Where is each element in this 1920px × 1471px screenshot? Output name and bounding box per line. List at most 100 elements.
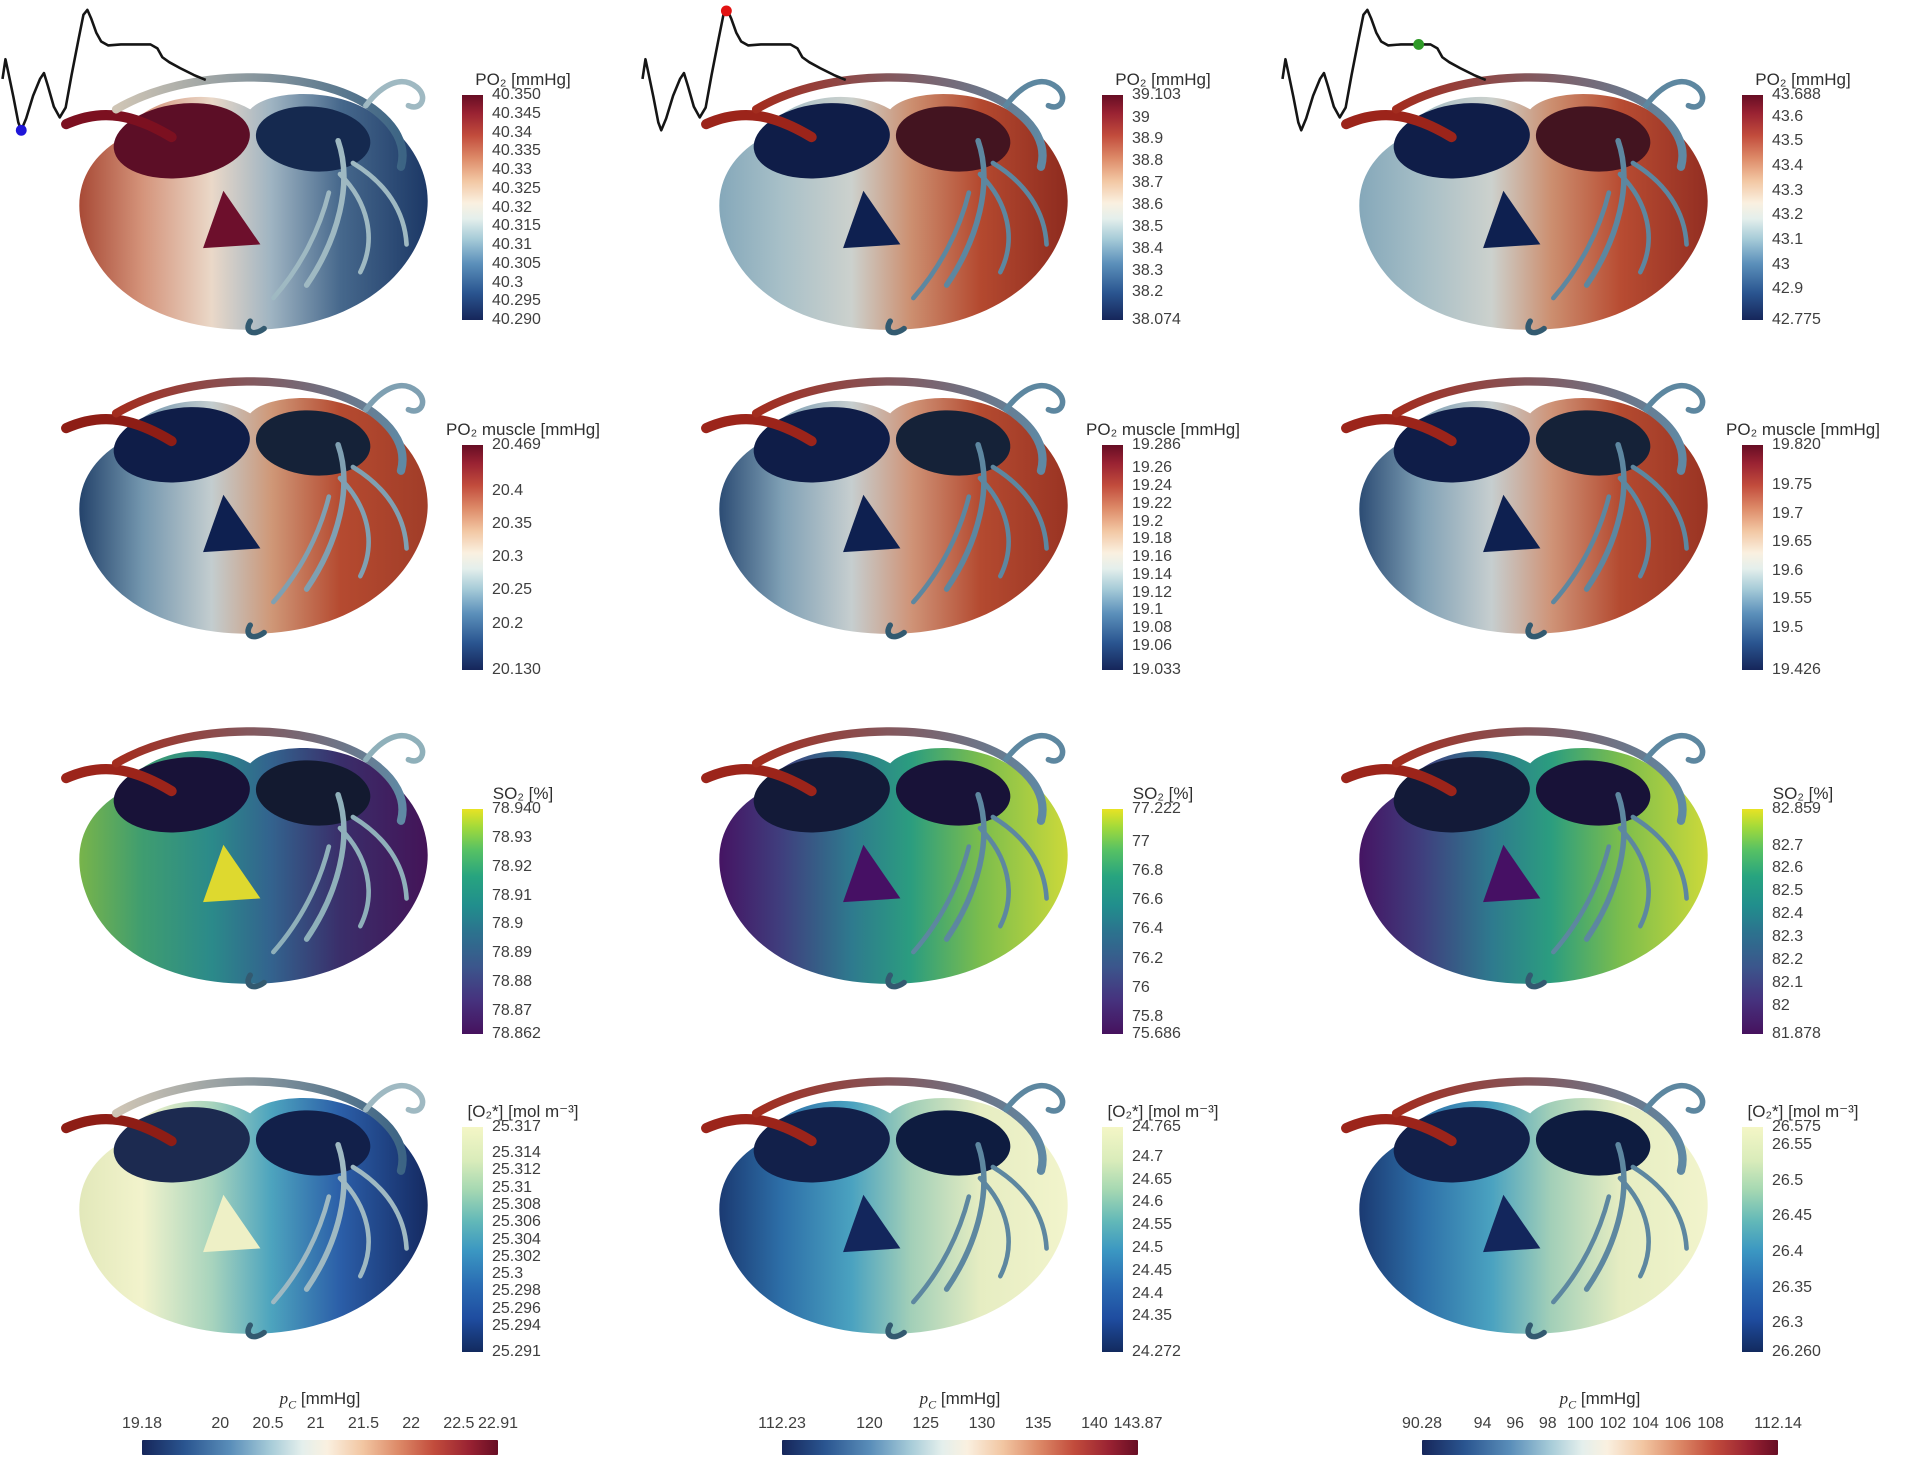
colorbar-tick-label: 19.426 xyxy=(1772,661,1821,678)
vein-branch-1 xyxy=(1583,138,1627,288)
heart-render xyxy=(701,377,1068,640)
colorbar-gradient xyxy=(1742,95,1763,320)
pc-colorbar-tick-label: 143.87 xyxy=(1113,1415,1163,1433)
apex-curl-vessel xyxy=(245,318,267,336)
vein-branch-3 xyxy=(1551,1194,1612,1305)
colorbar-tick-label: 40.325 xyxy=(492,179,541,197)
colorbar-tick-label: 40.295 xyxy=(492,292,541,310)
top-right-vessel xyxy=(1003,732,1066,764)
aortic-arch-vessel xyxy=(111,377,407,475)
colorbar-tick-label: 82.2 xyxy=(1772,951,1804,969)
pc-colorbar-tick-label: 106 xyxy=(1664,1415,1692,1433)
vein-branch-2 xyxy=(1617,825,1651,929)
coronary-artery xyxy=(1341,109,1457,143)
vein-branch-1 xyxy=(943,138,987,288)
colorbar-tick-label: 26.260 xyxy=(1772,1343,1821,1360)
heart-render xyxy=(61,1077,428,1340)
pressure-trace xyxy=(641,5,847,132)
coronary-artery xyxy=(701,763,817,797)
colorbar-tick-label: 42.9 xyxy=(1772,280,1804,298)
pc-colorbar-title: pC [mmHg] xyxy=(740,1389,1180,1412)
valve-patch xyxy=(843,494,901,553)
colorbar-gradient xyxy=(462,445,483,670)
vein-branch-3 xyxy=(911,190,972,301)
colorbar-r2-left: PO₂ muscle [mmHg] 20.469 20.4 20.35 20.3 20.2… xyxy=(420,420,626,678)
pc-unit: [mmHg] xyxy=(296,1389,361,1408)
top-right-vessel xyxy=(363,382,426,414)
colorbar-tick-label: 20.25 xyxy=(492,581,533,599)
colorbar-r2-right: PO₂ muscle [mmHg] 19.820 19.75 19.7 19.65 19.… xyxy=(1700,420,1906,678)
colorbar-tick-label: 78.88 xyxy=(492,973,533,991)
apex-curl-vessel xyxy=(1525,318,1547,336)
panel-r2-mid: PO₂ muscle [mmHg] 19.286 19.26 19.24 19.22 19… xyxy=(640,340,1280,690)
aortic-arch-vessel xyxy=(751,73,1047,171)
colorbar-tick-label: 75.8 xyxy=(1132,1008,1164,1026)
colorbar-title: PO₂ [mmHg] xyxy=(1115,70,1211,89)
apex-curl-vessel xyxy=(245,1322,267,1340)
vein-branch-2 xyxy=(1617,171,1651,275)
colorbar-tick-label: 40.31 xyxy=(492,236,533,253)
colorbar-tick-label: 26.575 xyxy=(1772,1118,1821,1135)
vein-branch-3 xyxy=(1551,494,1612,605)
vein-branch-2 xyxy=(977,1175,1011,1279)
vein-branch-3 xyxy=(911,494,972,605)
heart-view-r1-mid xyxy=(648,52,1138,348)
colorbar-tick-label: 38.3 xyxy=(1132,261,1164,279)
colorbar-tick-label: 78.89 xyxy=(492,944,533,962)
aortic-arch-vessel xyxy=(111,1077,407,1175)
vein-branch-4 xyxy=(350,1164,409,1251)
coronary-artery xyxy=(1341,413,1457,447)
trace-marker-dot xyxy=(15,124,27,136)
panel-r2-right: PO₂ muscle [mmHg] 19.820 19.75 19.7 19.65 19.… xyxy=(1280,340,1920,690)
colorbar-title: PO₂ muscle [mmHg] xyxy=(446,420,600,439)
colorbar-r1-mid: PO₂ [mmHg] 39.103 39 38.9 38.8 38.7 38.6 38.5 38… xyxy=(1060,70,1266,328)
colorbar-tick-label: 40.34 xyxy=(492,123,533,141)
coronary-artery xyxy=(1341,763,1457,797)
pc-subscript: C xyxy=(288,1397,297,1412)
pc-symbol: pC xyxy=(919,1389,937,1412)
colorbar-title: [O₂*] [mol m⁻³] xyxy=(1107,1102,1219,1121)
colorbar-title: PO₂ muscle [mmHg] xyxy=(1086,420,1240,439)
heart-view-r3-mid xyxy=(648,706,1138,1002)
pc-colorbar-tick-label: 130 xyxy=(968,1415,996,1433)
colorbar-r4-mid: [O₂*] [mol m⁻³] 24.765 24.7 24.65 24.6 24.55 2… xyxy=(1060,1102,1266,1360)
colorbar-tick-label: 19.26 xyxy=(1132,459,1173,477)
pressure-trace-wrap-r1-right xyxy=(1278,2,1510,150)
colorbar-tick-label: 43.2 xyxy=(1772,206,1804,224)
colorbar-gradient xyxy=(1102,1127,1123,1352)
colorbar-tick-label: 78.87 xyxy=(492,1001,533,1019)
vein-branch-2 xyxy=(337,171,371,275)
pc-colorbar-tick-label: 19.18 xyxy=(121,1415,163,1433)
coronary-artery xyxy=(61,1113,177,1147)
colorbar-tick-label: 40.350 xyxy=(492,86,541,103)
colorbar-tick-label: 25.317 xyxy=(492,1118,541,1135)
colorbar-gradient xyxy=(1102,95,1123,320)
panel-r1-left: PO₂ [mmHg] 40.350 40.345 40.34 40.335 40.33 40… xyxy=(0,0,640,340)
coronary-artery xyxy=(61,763,177,797)
colorbar-ticks: 24.765 24.7 24.65 24.6 24.55 24.5 24.45 24.4 24.… xyxy=(1132,1118,1266,1360)
colorbar-tick-label: 25.302 xyxy=(492,1247,541,1265)
colorbar-tick-label: 40.345 xyxy=(492,104,541,122)
colorbar-tick-label: 24.7 xyxy=(1132,1147,1164,1165)
colorbar-tick-label: 75.686 xyxy=(1132,1025,1181,1042)
vein-branch-2 xyxy=(337,1175,371,1279)
colorbar-r1-right: PO₂ [mmHg] 43.688 43.6 43.5 43.4 43.3 43.2 43.1… xyxy=(1700,70,1906,328)
colorbar-ticks: 19.820 19.75 19.7 19.65 19.6 19.55 19.5 19.426 xyxy=(1772,436,1906,678)
apex-curl-vessel xyxy=(1525,622,1547,640)
aortic-arch-vessel xyxy=(111,727,407,825)
colorbar-tick-label: 20.2 xyxy=(492,614,524,632)
valve-patch xyxy=(1483,494,1541,553)
coronary-artery xyxy=(61,109,177,143)
pc-colorbar-gradient xyxy=(1422,1440,1778,1456)
valve-patch xyxy=(1483,1194,1541,1253)
panel-r1-right: PO₂ [mmHg] 43.688 43.6 43.5 43.4 43.3 43.2 43.1… xyxy=(1280,0,1920,340)
horizontal-colorbar-pc-right: pC [mmHg] 90.28 94 96 98 100 102 104 106 108 112.1… xyxy=(1380,1389,1820,1471)
colorbar-gradient xyxy=(1102,445,1123,670)
vein-branch-1 xyxy=(943,442,987,592)
colorbar-tick-label: 25.314 xyxy=(492,1144,541,1161)
colorbar-tick-label: 76.2 xyxy=(1132,949,1164,967)
colorbar-tick-label: 38.5 xyxy=(1132,217,1164,235)
pc-colorbar-tick-label: 112.14 xyxy=(1754,1415,1802,1433)
top-right-vessel xyxy=(1643,1082,1706,1114)
colorbar-tick-label: 39 xyxy=(1132,108,1150,126)
